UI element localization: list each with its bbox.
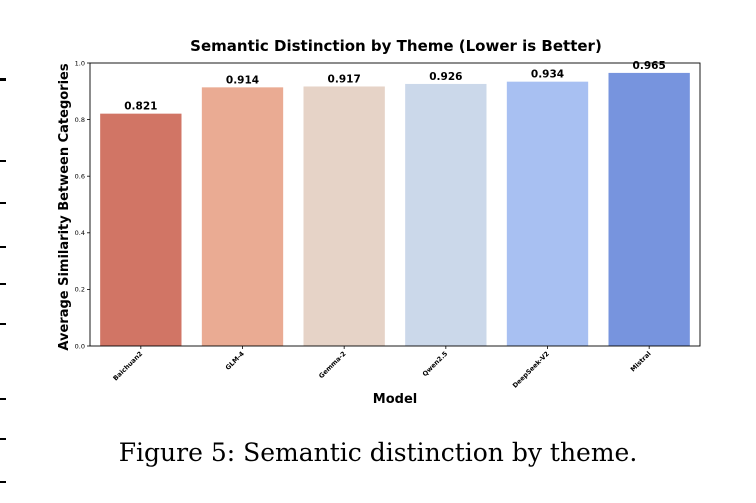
x-tick-label: Gemma-2 bbox=[317, 350, 347, 380]
bar-value-label: 0.914 bbox=[226, 74, 259, 86]
margin-mark bbox=[0, 323, 6, 325]
margin-mark bbox=[0, 246, 6, 248]
x-tick-label: Baichuan2 bbox=[112, 350, 145, 383]
plot-area: 0.821 Baichuan2 0.914 GLM-4 0.917 Gemma-2 0.92… bbox=[75, 59, 701, 390]
bar-value-label: 0.965 bbox=[633, 60, 666, 72]
y-axis-label: Average Similarity Between Categories bbox=[57, 63, 72, 350]
bar-value-label: 0.821 bbox=[124, 101, 157, 113]
bar-gemma-2 bbox=[303, 86, 385, 346]
bar-deepseek-v2 bbox=[506, 81, 589, 346]
bar-value-label: 0.934 bbox=[531, 69, 564, 81]
margin-mark bbox=[0, 283, 6, 285]
bar-mistral bbox=[608, 72, 690, 346]
bar-glm-4 bbox=[201, 87, 284, 346]
margin-mark bbox=[0, 398, 6, 400]
x-tick-label: GLM-4 bbox=[224, 349, 246, 371]
margin-mark bbox=[0, 160, 6, 162]
margin-mark bbox=[0, 481, 6, 483]
bar-qwen2-5 bbox=[405, 83, 487, 346]
y-tick-label: 1.0 bbox=[75, 59, 85, 67]
plot-frame bbox=[89, 62, 701, 347]
margin-mark bbox=[0, 438, 6, 440]
x-tick-label: Mistral bbox=[629, 350, 653, 374]
y-tick-label: 0.4 bbox=[75, 229, 85, 237]
bar-value-label: 0.926 bbox=[429, 71, 462, 83]
x-axis-label: Model bbox=[373, 392, 417, 407]
margin-mark bbox=[0, 78, 6, 81]
y-tick-label: 0.2 bbox=[75, 286, 85, 294]
x-tick-label: Qwen2.5 bbox=[421, 349, 450, 378]
bar-baichuan2 bbox=[100, 113, 182, 346]
bar-chart: Semantic Distinction by Theme (Lower is … bbox=[57, 37, 701, 407]
y-tick-label: 0.0 bbox=[75, 342, 85, 350]
y-tick-label: 0.8 bbox=[75, 116, 85, 124]
bar-value-label: 0.917 bbox=[328, 73, 361, 85]
y-tick-label: 0.6 bbox=[75, 173, 85, 181]
x-tick-label: DeepSeek-V2 bbox=[511, 350, 551, 390]
figure-caption: Figure 5: Semantic distinction by theme. bbox=[118, 438, 638, 467]
chart-title: Semantic Distinction by Theme (Lower is … bbox=[190, 37, 602, 55]
margin-mark bbox=[0, 202, 6, 204]
